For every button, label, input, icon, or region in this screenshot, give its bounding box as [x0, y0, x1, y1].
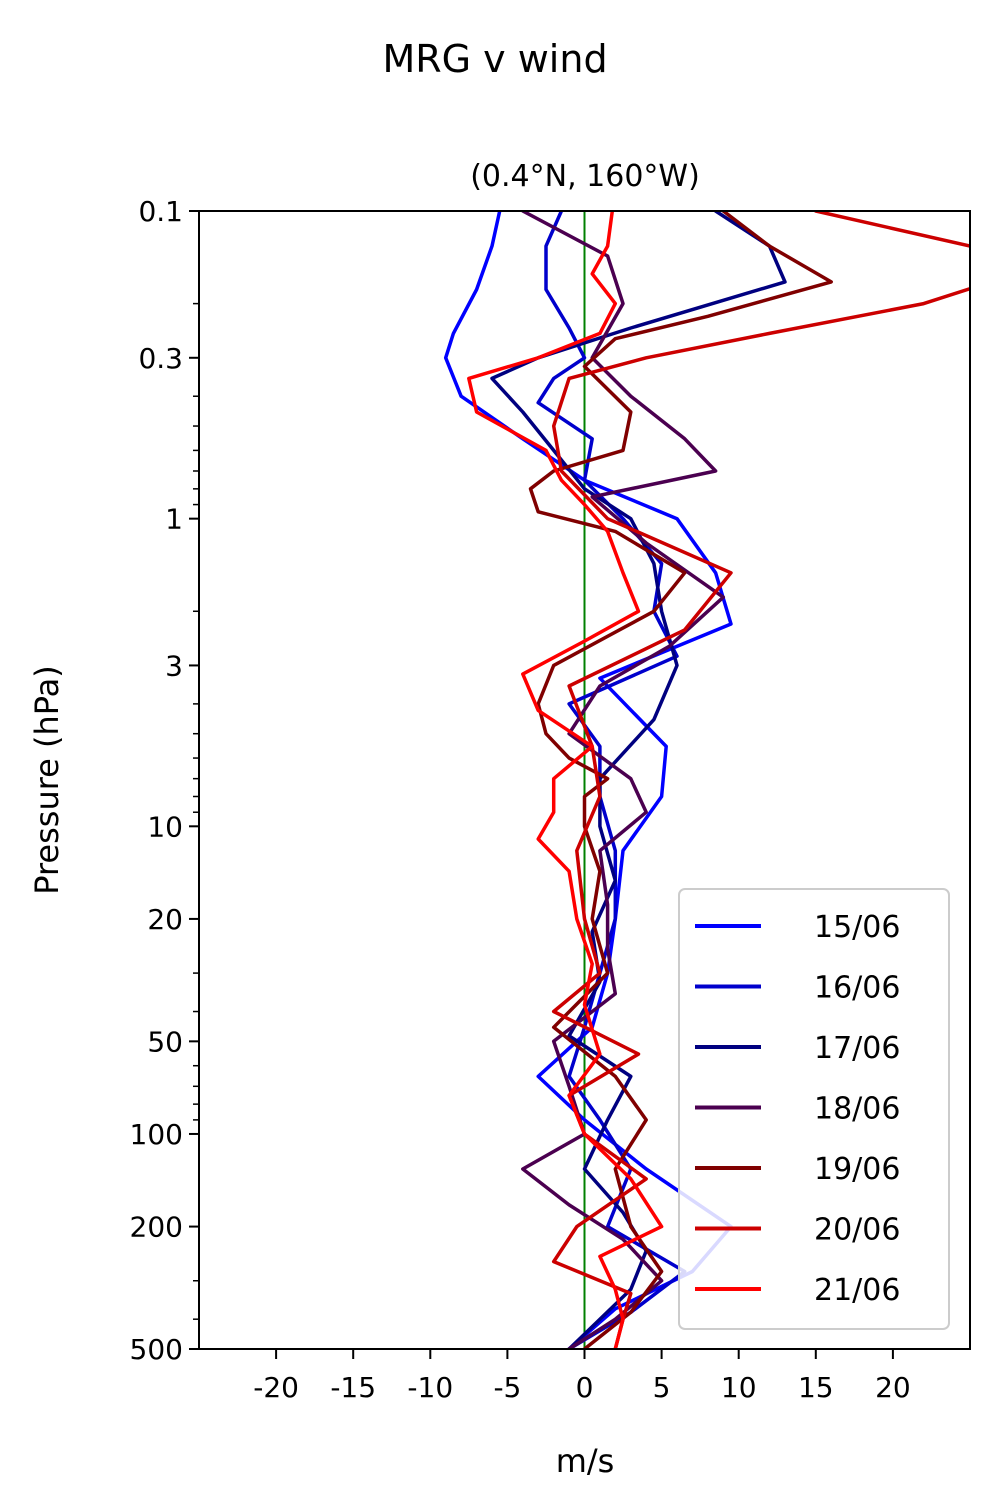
- x-tick-label: 10: [721, 1371, 757, 1404]
- x-axis-label: m/s: [556, 1442, 615, 1480]
- x-tick-label: -5: [493, 1371, 521, 1404]
- x-tick-label: 15: [798, 1371, 834, 1404]
- legend-label: 18/06: [814, 1092, 900, 1127]
- y-tick-label: 50: [147, 1025, 183, 1058]
- series-line-15-06: [443, 211, 733, 1349]
- y-tick-label: 0.3: [138, 342, 183, 375]
- x-tick-label: 20: [875, 1371, 911, 1404]
- legend-box: [678, 888, 950, 1330]
- legend-label: 15/06: [814, 910, 900, 945]
- legend-label: 20/06: [814, 1213, 900, 1248]
- series-line-20-06: [551, 211, 970, 1349]
- legend-label: 17/06: [814, 1031, 900, 1066]
- series-group: [443, 211, 970, 1349]
- series-line-16-06: [536, 211, 687, 1349]
- y-axis: 0.1 0.3 1 3 10 20 50 100 200 500: [130, 195, 199, 1366]
- y-tick-label: 200: [130, 1211, 183, 1244]
- y-tick-label: 0.1: [138, 195, 183, 228]
- chart-subtitle: (0.4°N, 160°W): [470, 159, 700, 194]
- legend-label: 21/06: [814, 1273, 900, 1308]
- y-tick-label: 500: [130, 1333, 183, 1366]
- x-tick-label: 5: [653, 1371, 671, 1404]
- y-axis-label: Pressure (hPa): [28, 665, 66, 895]
- x-tick-label: -15: [330, 1371, 376, 1404]
- x-axis: -20 -15 -10 -5 0 5 10 15 20: [253, 1349, 911, 1404]
- y-tick-label: 20: [147, 903, 183, 936]
- legend: 15/06 16/06 17/06 18/06 19/06 20/06 21/06: [678, 888, 950, 1330]
- legend-label: 16/06: [814, 971, 900, 1006]
- y-tick-label: 100: [130, 1118, 183, 1151]
- x-tick-label: -20: [253, 1371, 299, 1404]
- series-line-18-06: [521, 211, 726, 1349]
- y-tick-label: 3: [165, 649, 183, 682]
- x-tick-label: 0: [576, 1371, 594, 1404]
- x-tick-label: -10: [407, 1371, 453, 1404]
- series-line-21-06: [467, 211, 664, 1349]
- figure-title: MRG v wind: [382, 37, 607, 81]
- y-tick-label: 1: [165, 503, 183, 536]
- legend-label: 19/06: [814, 1152, 900, 1187]
- y-tick-label: 10: [147, 810, 183, 843]
- series-line-17-06: [490, 211, 787, 1349]
